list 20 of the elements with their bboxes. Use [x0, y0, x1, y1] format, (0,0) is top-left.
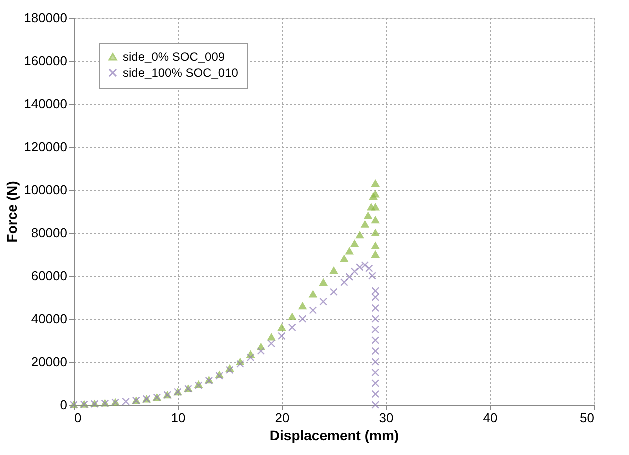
x-tick-label: 20	[275, 410, 290, 426]
y-tick-label: 180000	[24, 10, 68, 26]
x-axis-title: Displacement (mm)	[270, 428, 400, 444]
x-tick-label: 10	[171, 410, 186, 426]
y-tick-label: 40000	[31, 312, 68, 326]
y-axis-title: Force (N)	[4, 181, 20, 243]
y-tick-label: 120000	[24, 140, 68, 154]
y-tick-label: 0	[60, 398, 68, 412]
y-tick-label: 100000	[24, 182, 68, 198]
y-tick-label: 160000	[24, 54, 68, 68]
legend-label: side_0% SOC_009	[123, 50, 226, 64]
y-tick-label: 140000	[24, 96, 68, 112]
y-tick-label: 80000	[31, 226, 68, 240]
y-tick-label: 60000	[31, 268, 68, 284]
legend-label: side_100% SOC_010	[123, 66, 239, 80]
x-tick-label: 40	[483, 410, 498, 426]
y-tick-label: 20000	[31, 354, 68, 370]
x-tick-label: 50	[580, 410, 594, 426]
x-tick-label: 30	[379, 410, 394, 426]
x-tick-label: 0	[74, 410, 82, 426]
